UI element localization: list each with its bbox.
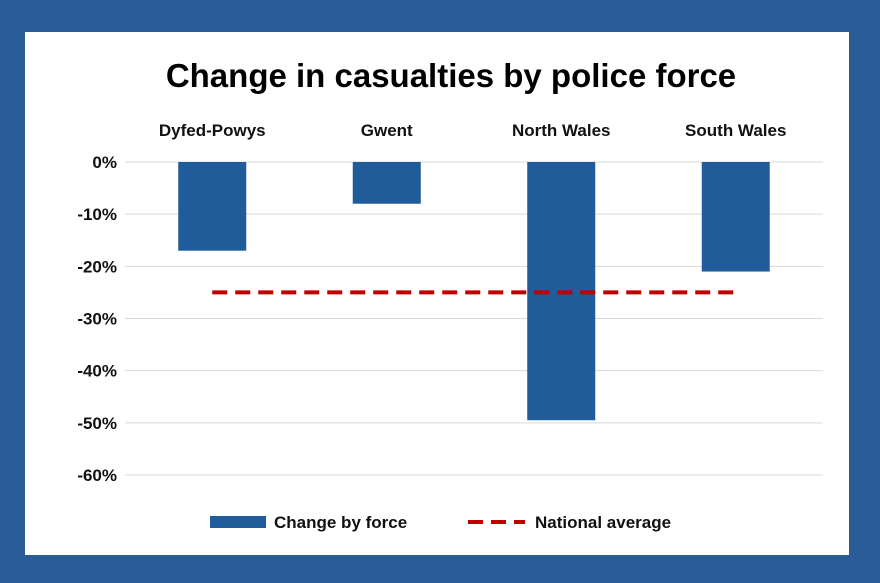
bar (352, 162, 421, 204)
category-label: North Wales (512, 121, 611, 140)
category-label: Dyfed-Powys (159, 121, 266, 140)
chart-panel: Change in casualties by police force 0% -… (25, 32, 849, 555)
category-label: Gwent (361, 121, 413, 140)
bar (701, 162, 770, 272)
category-label: South Wales (685, 121, 786, 140)
legend-label-national-average: National average (535, 513, 671, 532)
legend-bar-swatch (210, 516, 266, 528)
legend: Change by force National average (210, 513, 671, 532)
y-tick-label: 0% (92, 153, 117, 172)
category-labels: Dyfed-Powys Gwent North Wales South Wales (159, 121, 787, 140)
legend-label-change-by-force: Change by force (274, 513, 407, 532)
casualties-bar-chart: Change in casualties by police force 0% -… (77, 57, 823, 532)
y-tick-label: -50% (77, 414, 117, 433)
y-tick-label: -30% (77, 310, 117, 329)
y-tick-label: -40% (77, 362, 117, 381)
bar (178, 162, 247, 251)
chart-title: Change in casualties by police force (166, 57, 736, 94)
y-tick-label: -20% (77, 257, 117, 276)
y-tick-label: -60% (77, 466, 117, 485)
y-tick-label: -10% (77, 205, 117, 224)
y-axis-tick-labels: 0% -10% -20% -30% -40% -50% -60% (77, 153, 117, 485)
